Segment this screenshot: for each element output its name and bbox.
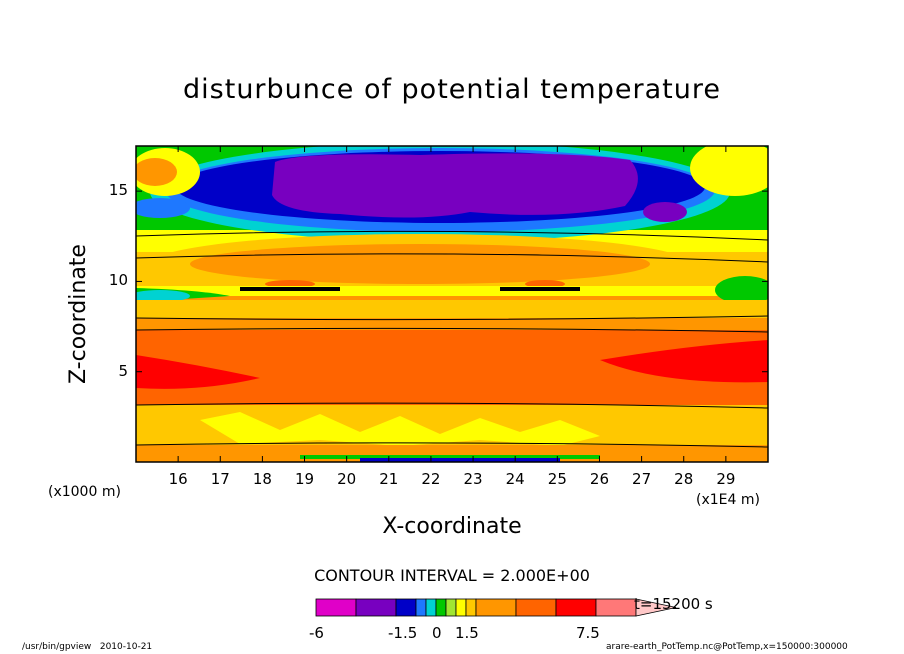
region-green-low: [300, 455, 600, 459]
contour-line: [136, 402, 768, 409]
chart-title: disturbunce of potential temperature: [183, 74, 721, 105]
contour-lines: [136, 230, 768, 448]
region-cyan-left: [136, 290, 190, 302]
x-tick-label: 18: [252, 470, 272, 488]
region-yellow-low: [200, 412, 600, 446]
x-axis-label: X-coordinate: [382, 514, 522, 539]
x-tick-label: 26: [589, 470, 609, 488]
x-tick-label: 28: [674, 470, 694, 488]
colorbar-segment: [455, 598, 467, 617]
region-red-right: [600, 340, 768, 383]
y-axis-label: Z-coordinate: [66, 244, 91, 384]
footer-left: /usr/bin/gpview 2010-10-21: [22, 642, 153, 652]
x-tick-label: 25: [547, 470, 567, 488]
contour-line: [136, 315, 768, 321]
x-tick-label: 27: [632, 470, 652, 488]
region-purple-right: [643, 202, 687, 222]
colorbar-label: -1.5: [388, 624, 418, 642]
corner-tr-yellow: [690, 146, 768, 196]
colorbar-segment: [425, 598, 437, 617]
y-tick-label: 5: [118, 361, 128, 380]
colorbar-segment: [555, 598, 597, 617]
region-left-blue: [136, 198, 190, 218]
region-blue-low: [360, 458, 560, 462]
region-green-right: [715, 276, 768, 304]
colorbar-segment: [315, 598, 357, 617]
region-red-left: [136, 355, 260, 389]
colorbar-segment: [595, 598, 637, 617]
colorbar-segment: [435, 598, 447, 617]
colorbar: [315, 598, 677, 617]
colorbar-label: 0: [432, 624, 442, 642]
x-tick-label: 22: [421, 470, 441, 488]
corner-tl-orange: [136, 158, 177, 186]
x-tick-label: 29: [716, 470, 736, 488]
x-tick-label: 17: [210, 470, 230, 488]
band-amber-mid: [136, 300, 768, 318]
x-scale-note: (x1E4 m): [696, 492, 760, 508]
x-tick-label: 21: [379, 470, 399, 488]
lens-orange: [190, 244, 650, 284]
x-tick-label: 23: [463, 470, 483, 488]
colorbar-label: 1.5: [455, 624, 479, 642]
contour-line: [136, 230, 768, 241]
colorbar-segment: [355, 598, 397, 617]
black-strip-left: [240, 287, 340, 291]
colorbar-segment: [465, 598, 477, 617]
colorbar-segment: [515, 598, 557, 617]
colorbar-label: -6: [309, 624, 324, 642]
region-purple: [272, 153, 638, 218]
plot-frame: [135, 145, 769, 463]
heatmap-field: [136, 146, 768, 462]
colorbar-segment: [415, 598, 427, 617]
y-tick-label: 10: [108, 271, 128, 290]
band-orange-low: [136, 445, 768, 457]
colorbar-arrow: [635, 598, 677, 617]
band-yellow-mid: [136, 286, 768, 296]
colorbar-segment: [475, 598, 517, 617]
black-strip-right: [500, 287, 580, 291]
y-tick-label: 15: [108, 181, 128, 200]
contour-line: [136, 327, 768, 333]
colorbar-label: 7.5: [576, 624, 600, 642]
colorbar-segment: [445, 598, 457, 617]
x-tick-label: 16: [168, 470, 188, 488]
x-tick-label: 19: [294, 470, 315, 488]
contour-line: [136, 253, 768, 263]
time-label: t=15200 s: [634, 595, 713, 613]
colorbar-segment: [395, 598, 417, 617]
contour-line: [136, 442, 768, 448]
x-unit-label: (x1000 m): [48, 484, 121, 500]
footer-right: arare-earth_PotTemp.nc@PotTemp,x=150000:…: [606, 642, 848, 652]
x-tick-label: 24: [505, 470, 525, 488]
contour-interval: CONTOUR INTERVAL = 2.000E+00: [314, 566, 590, 585]
x-tick-label: 20: [337, 470, 357, 488]
